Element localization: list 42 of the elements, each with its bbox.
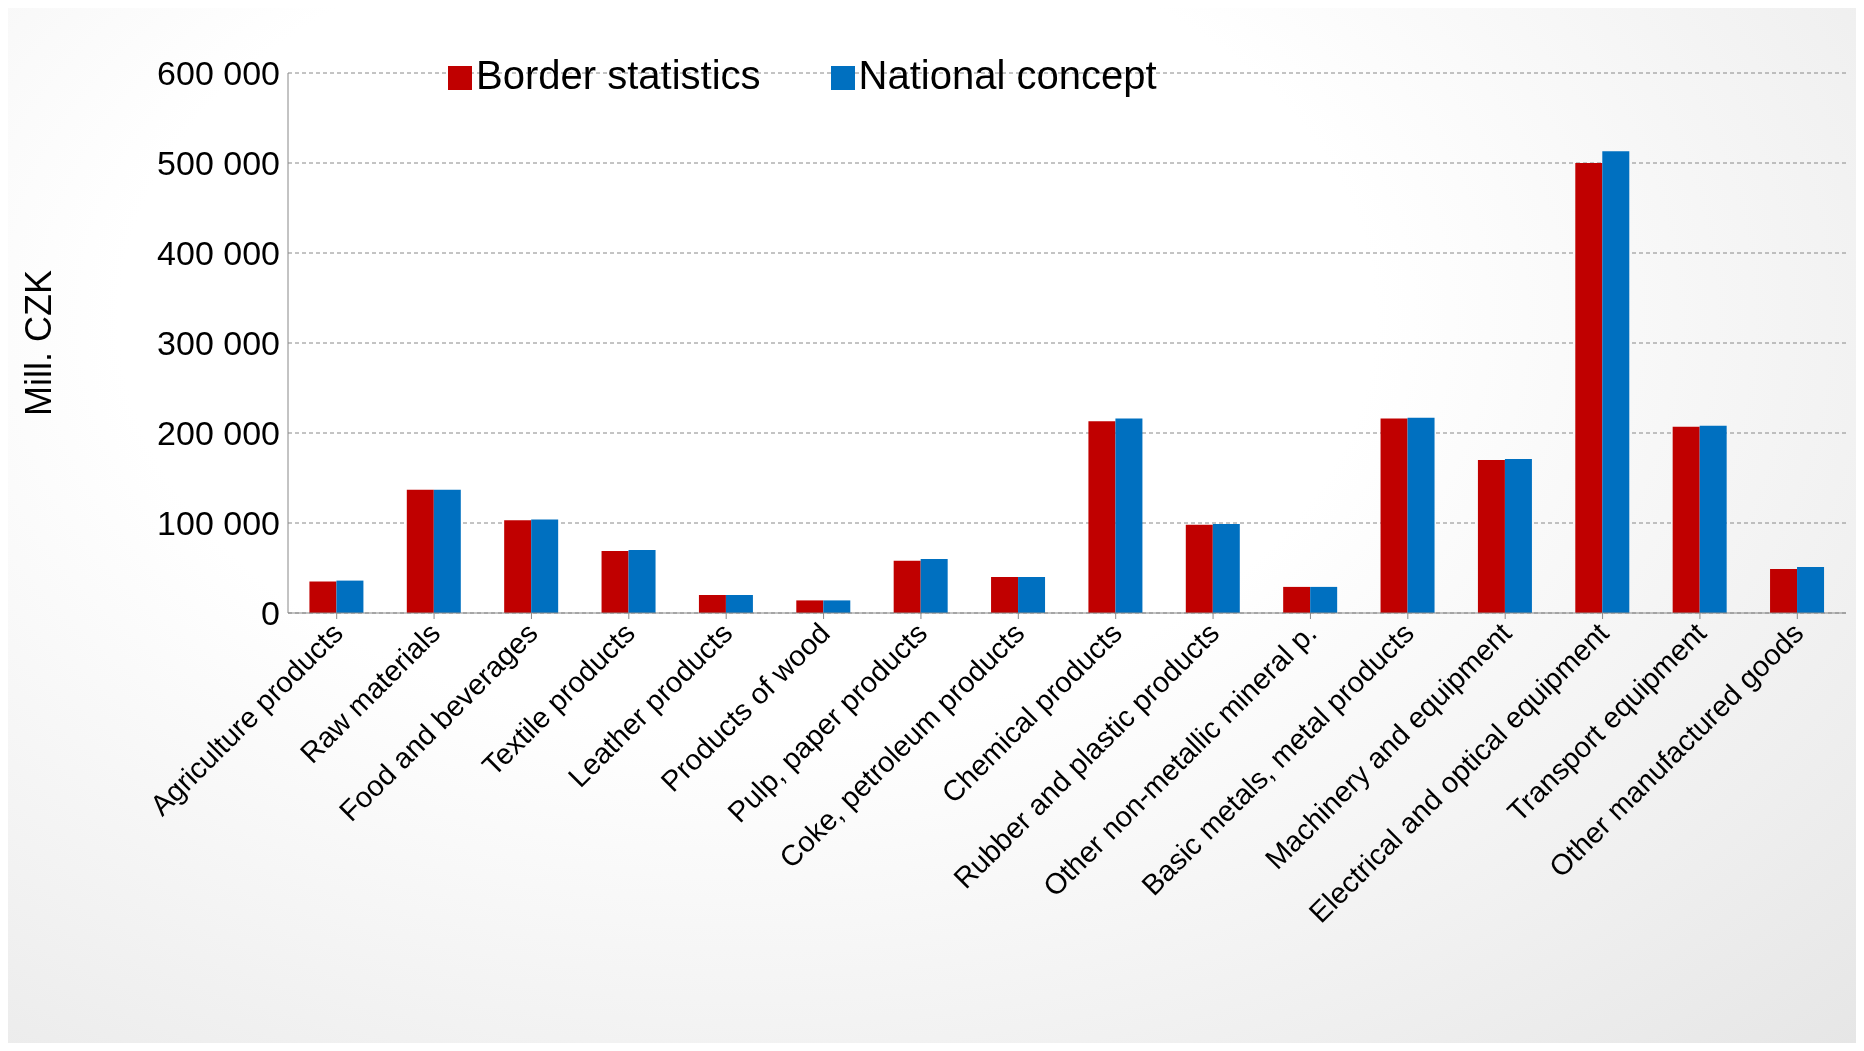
bar bbox=[1310, 586, 1338, 613]
y-tick-label: 300 000 bbox=[157, 324, 280, 363]
bar bbox=[1185, 524, 1213, 613]
legend-label: Border statistics bbox=[476, 53, 761, 97]
bar bbox=[1407, 417, 1435, 613]
bar bbox=[1477, 460, 1505, 613]
bar bbox=[698, 595, 726, 613]
bar bbox=[1380, 418, 1408, 613]
legend-label: National concept bbox=[858, 53, 1157, 97]
bar bbox=[823, 600, 851, 613]
bar bbox=[531, 519, 559, 613]
bar bbox=[991, 577, 1019, 613]
y-tick-label: 600 000 bbox=[157, 54, 280, 93]
bar bbox=[796, 600, 824, 613]
bar bbox=[1699, 425, 1727, 613]
bar bbox=[1575, 163, 1603, 613]
y-tick-label: 400 000 bbox=[157, 234, 280, 273]
bar bbox=[1283, 586, 1311, 613]
bar bbox=[920, 559, 948, 613]
bar bbox=[1115, 418, 1143, 613]
bar bbox=[1602, 151, 1630, 613]
bar bbox=[1212, 523, 1240, 613]
bar bbox=[1088, 421, 1116, 613]
y-tick-label: 200 000 bbox=[157, 414, 280, 453]
y-tick-label: 500 000 bbox=[157, 144, 280, 183]
y-tick-label: 100 000 bbox=[157, 504, 280, 543]
bar bbox=[628, 550, 656, 613]
bar bbox=[309, 581, 337, 613]
y-tick-label: 0 bbox=[261, 594, 280, 633]
bar bbox=[1504, 459, 1532, 613]
bar bbox=[1797, 567, 1825, 613]
bar bbox=[601, 550, 629, 613]
bar bbox=[1672, 426, 1700, 613]
bar bbox=[336, 580, 364, 613]
bar bbox=[725, 595, 753, 613]
bar bbox=[1770, 568, 1798, 613]
bar bbox=[1018, 577, 1046, 613]
bar bbox=[433, 489, 461, 613]
y-axis-title: Mill. CZK bbox=[17, 270, 59, 416]
bar bbox=[893, 560, 921, 613]
bar bbox=[406, 489, 434, 613]
bar bbox=[504, 520, 532, 613]
